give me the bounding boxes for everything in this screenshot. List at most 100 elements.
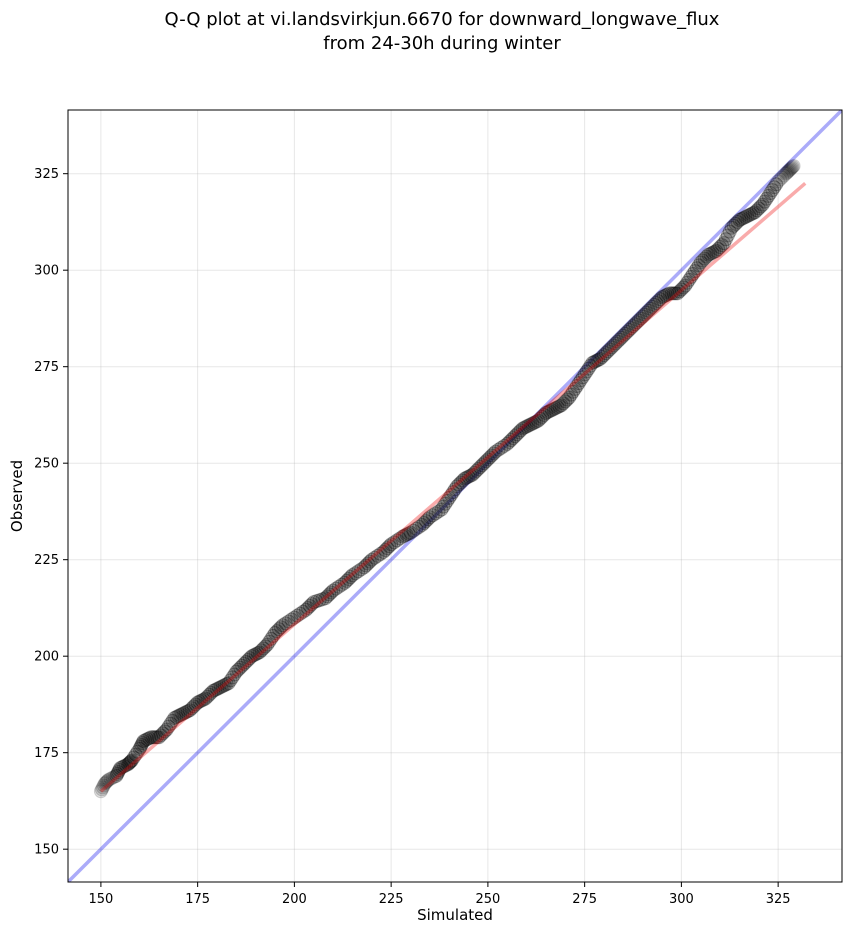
quantile-point <box>482 450 497 465</box>
quantile-point <box>747 205 762 220</box>
quantile-point <box>380 541 395 556</box>
quantile-point <box>134 737 149 752</box>
quantile-point <box>206 683 221 698</box>
quantile-point <box>473 460 488 475</box>
x-tick-label: 225 <box>379 892 404 907</box>
quantile-point <box>360 556 375 571</box>
quantile-point <box>641 303 656 318</box>
quantile-point <box>382 539 397 554</box>
quantile-point <box>117 759 132 774</box>
quantile-point <box>552 399 567 414</box>
quantile-point <box>309 594 324 609</box>
quantile-point <box>123 754 138 769</box>
quantile-point <box>101 772 116 787</box>
quantile-point <box>119 758 134 773</box>
quantile-point <box>237 656 252 671</box>
quantile-point <box>326 583 341 598</box>
quantile-point <box>337 575 352 590</box>
y-tick-label: 225 <box>34 553 59 568</box>
quantile-point <box>217 678 232 693</box>
quantile-point <box>680 275 695 290</box>
quantile-point <box>431 504 446 519</box>
quantile-point <box>497 438 512 453</box>
quantile-point <box>486 446 501 461</box>
quantile-point <box>525 416 540 431</box>
quantile-point <box>546 402 561 417</box>
quantile-point <box>442 490 457 505</box>
quantile-point <box>436 499 451 514</box>
quantile-point <box>674 282 689 297</box>
quantile-point <box>755 197 770 212</box>
quantile-point <box>165 713 180 728</box>
quantile-point <box>299 602 314 617</box>
quantile-point <box>153 728 168 743</box>
quantile-point <box>376 544 391 559</box>
quantile-point <box>618 326 633 341</box>
quantile-point <box>138 733 153 748</box>
quantile-point <box>420 512 435 527</box>
quantile-point <box>399 527 414 542</box>
quantile-point <box>519 419 534 434</box>
quantile-points <box>93 158 801 799</box>
quantile-point <box>266 628 281 643</box>
quantile-point <box>387 535 402 550</box>
quantile-point <box>200 689 215 704</box>
quantile-point <box>103 771 118 786</box>
quantile-point <box>417 516 432 531</box>
y-tick-label: 250 <box>34 457 59 472</box>
quantile-point <box>278 616 293 631</box>
quantile-point <box>364 552 379 567</box>
quantile-point <box>150 730 165 745</box>
quantile-point <box>622 323 637 338</box>
quantile-point <box>478 454 493 469</box>
quantile-point <box>209 682 224 696</box>
quantile-point <box>401 526 416 541</box>
plot-frame <box>67 109 843 883</box>
quantile-point <box>687 264 702 279</box>
quantile-point <box>159 722 174 737</box>
quantile-point <box>409 521 424 536</box>
quantile-point <box>463 468 478 483</box>
quantile-point <box>643 301 658 316</box>
quantile-point <box>749 203 764 218</box>
quantile-point <box>709 243 724 258</box>
x-tick-label: 300 <box>669 892 694 907</box>
quantile-point <box>213 680 228 695</box>
quantile-point <box>105 770 120 785</box>
quantile-point <box>339 573 354 588</box>
quantile-point <box>328 581 343 596</box>
quantile-point <box>302 599 317 614</box>
quantile-point <box>562 390 577 405</box>
quantile-point <box>290 608 305 623</box>
quantile-point <box>208 682 223 697</box>
quantile-point <box>785 159 800 174</box>
quantile-point <box>767 180 782 195</box>
quantile-point <box>776 168 791 183</box>
quantile-point <box>564 387 579 402</box>
quantile-point <box>242 651 257 666</box>
quantile-point <box>98 775 113 790</box>
x-tick-label: 250 <box>475 892 500 907</box>
quantile-point <box>112 763 127 778</box>
quantile-point <box>395 529 410 544</box>
quantile-point <box>477 456 492 471</box>
quantile-point <box>517 420 532 435</box>
quantile-point <box>93 784 108 799</box>
quantile-point <box>550 400 565 415</box>
quantile-point <box>331 579 346 594</box>
quantile-point <box>782 162 797 177</box>
quantile-point <box>204 685 219 700</box>
quantile-point <box>406 523 421 538</box>
quantile-point <box>626 319 641 334</box>
quantile-point <box>370 548 385 563</box>
quantile-point <box>668 286 683 301</box>
quantile-point <box>614 330 629 345</box>
quantile-point <box>173 708 188 723</box>
quantile-point <box>651 294 666 309</box>
quantile-point <box>716 236 731 251</box>
quantile-point <box>740 209 755 224</box>
quantile-point <box>629 315 644 330</box>
quantile-point <box>538 406 553 421</box>
grid-lines <box>68 110 842 882</box>
quantile-point <box>324 585 339 600</box>
